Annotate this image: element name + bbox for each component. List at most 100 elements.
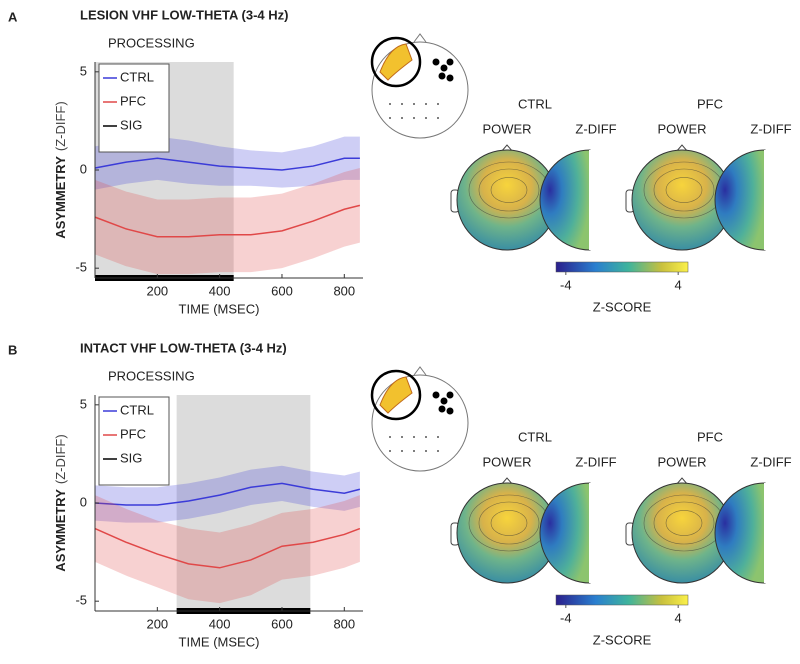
- topomap-label: Z-DIFF: [750, 454, 791, 469]
- head-dot: [389, 436, 391, 438]
- head-dot: [437, 450, 439, 452]
- series-line: [94, 527, 361, 569]
- head-dot: [437, 436, 439, 438]
- series-line: [94, 482, 361, 506]
- chart-title: LESION VHF LOW-THETA (3-4 Hz): [80, 7, 288, 22]
- error-band: [95, 495, 360, 604]
- topomap-contour: [490, 510, 528, 536]
- head-dot: [389, 117, 391, 119]
- colorbar-tick-label: 4: [675, 610, 682, 625]
- topomap-label: Z-DIFF: [575, 454, 616, 469]
- y-axis-label-main: ASYMMETRY: [53, 156, 68, 239]
- colorbar-tick-label: -4: [560, 277, 572, 292]
- head-nose: [413, 33, 427, 43]
- topomap-contour: [478, 168, 540, 212]
- x-tick-label: 600: [271, 616, 293, 631]
- head-dot: [413, 117, 415, 119]
- head-region: [379, 43, 413, 81]
- topomap-label: Z-DIFF: [575, 121, 616, 136]
- head-dot: [425, 450, 427, 452]
- y-tick-label: -5: [75, 593, 87, 608]
- colorbar-tick-label: 4: [675, 277, 682, 292]
- y-tick-label: 0: [80, 161, 87, 176]
- head-roi: [370, 369, 422, 421]
- legend-label: PFC: [120, 426, 146, 441]
- topomap-label: Z-DIFF: [750, 121, 791, 136]
- annotation: PROCESSING: [108, 35, 195, 50]
- topomap-contour: [665, 177, 703, 203]
- colorbar-label: Z-SCORE: [593, 632, 652, 647]
- head-dot: [389, 450, 391, 452]
- head-dot: [389, 103, 391, 105]
- head-electrode: [432, 391, 440, 399]
- colorbar-label: Z-SCORE: [593, 299, 652, 314]
- topomap-zdiff: [714, 482, 766, 584]
- processing-window: [176, 395, 311, 611]
- head-dot: [413, 450, 415, 452]
- y-axis-label-unit: (Z-DIFF): [53, 101, 68, 151]
- head-region: [379, 376, 413, 414]
- y-tick-label: 0: [80, 494, 87, 509]
- legend-label: CTRL: [120, 402, 154, 417]
- panel-letter: A: [8, 9, 18, 24]
- y-tick-label: 5: [80, 63, 87, 78]
- error-band: [95, 465, 360, 523]
- topomap-contour: [653, 501, 715, 545]
- y-axis-label: ASYMMETRY (Z-DIFF): [53, 434, 68, 571]
- panel-letter: B: [8, 342, 17, 357]
- head-dot: [437, 117, 439, 119]
- x-tick-label: 800: [333, 616, 355, 631]
- topomap-contour: [478, 501, 540, 545]
- x-tick-label: 600: [271, 283, 293, 298]
- topomap-zdiff: [539, 482, 591, 584]
- annotation: PROCESSING: [108, 368, 195, 383]
- legend-label: PFC: [120, 93, 146, 108]
- x-tick-label: 200: [146, 616, 168, 631]
- head-electrode: [446, 407, 454, 415]
- topomap-label: POWER: [482, 454, 531, 469]
- topomap-group-label: CTRL: [518, 96, 552, 111]
- y-tick-label: 5: [80, 396, 87, 411]
- legend-label: CTRL: [120, 69, 154, 84]
- colorbar-tick-label: -4: [560, 610, 572, 625]
- head-nose: [413, 366, 427, 376]
- legend-label: SIG: [120, 450, 142, 465]
- head-electrode: [438, 72, 446, 80]
- series-line: [94, 157, 360, 171]
- head-dot: [437, 103, 439, 105]
- head-dot: [401, 450, 403, 452]
- topomap-zdiff: [714, 149, 766, 251]
- topomap-group-label: PFC: [697, 96, 723, 111]
- head-roi: [370, 36, 422, 88]
- x-axis-label: TIME (MSEC): [179, 634, 260, 649]
- topomap-contour: [490, 177, 528, 203]
- series-line: [94, 204, 361, 238]
- y-tick-label: -5: [75, 260, 87, 275]
- x-tick-label: 200: [146, 283, 168, 298]
- topomap-label: POWER: [657, 454, 706, 469]
- head-electrode: [432, 58, 440, 66]
- topomap-contour: [653, 168, 715, 212]
- head-electrode: [440, 397, 448, 405]
- head-dot: [413, 436, 415, 438]
- x-tick-label: 400: [209, 283, 231, 298]
- head-dot: [401, 117, 403, 119]
- head-electrode: [446, 391, 454, 399]
- legend-label: SIG: [120, 117, 142, 132]
- head-electrode: [446, 58, 454, 66]
- y-axis-label-unit: (Z-DIFF): [53, 434, 68, 484]
- topomap-group-label: PFC: [697, 429, 723, 444]
- head-electrode: [446, 74, 454, 82]
- head-dot: [425, 436, 427, 438]
- x-tick-label: 800: [333, 283, 355, 298]
- chart-title: INTACT VHF LOW-THETA (3-4 Hz): [80, 340, 287, 355]
- legend-box: [98, 63, 170, 153]
- head-dot: [425, 117, 427, 119]
- head-electrode: [438, 405, 446, 413]
- head-dot: [401, 436, 403, 438]
- error-band: [95, 168, 360, 275]
- head-dot: [413, 103, 415, 105]
- y-axis-label-main: ASYMMETRY: [53, 489, 68, 572]
- head-dot: [425, 103, 427, 105]
